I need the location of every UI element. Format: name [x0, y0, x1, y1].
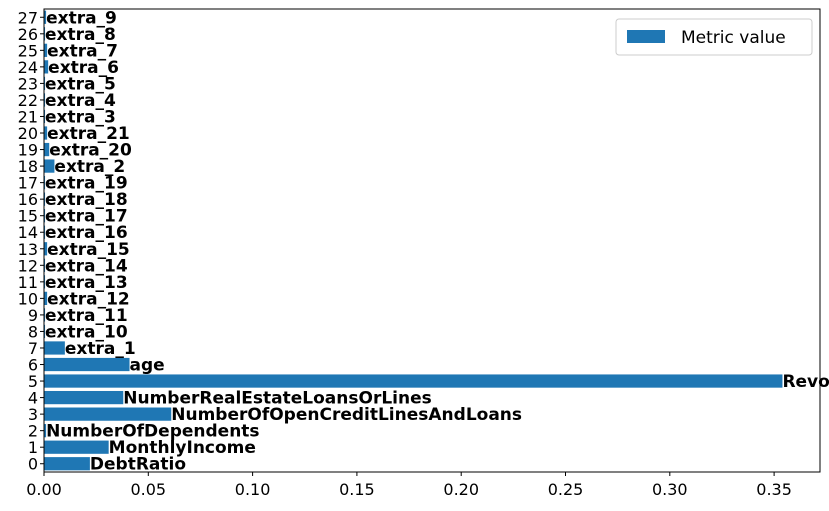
bar-label: extra_3	[45, 107, 116, 127]
y-tick-label: 24	[18, 58, 38, 77]
bar-label: extra_20	[49, 141, 132, 161]
bar-label: DebtRatio	[90, 455, 186, 475]
bar-extra-20	[44, 142, 50, 157]
bar-revolvingutilizationofunsecuredlines	[44, 374, 783, 388]
bar-label: NumberOfDependents	[46, 422, 259, 442]
bar-label: extra_9	[46, 8, 117, 28]
y-tick-label: 7	[28, 339, 38, 358]
bar-numberofdependents	[44, 424, 47, 438]
y-tick-label: 3	[28, 405, 38, 424]
y-tick-label: 1	[28, 438, 38, 457]
bar-extra-10	[44, 324, 46, 339]
bar-label: extra_15	[47, 240, 130, 260]
y-tick-label: 8	[28, 322, 38, 341]
bar-extra-8	[44, 27, 46, 41]
x-tick-label: 0.30	[652, 480, 688, 499]
bar-extra-2	[44, 159, 55, 173]
y-tick-label: 26	[18, 25, 38, 44]
bar-label: NumberRealEstateLoansOrLines	[123, 389, 431, 409]
bar-label: extra_13	[45, 273, 128, 293]
bar-extra-15	[44, 242, 48, 256]
bar-extra-11	[44, 308, 46, 322]
bar-label: extra_14	[45, 256, 128, 276]
bar-label: extra_1	[65, 339, 136, 359]
bar-monthlyincome	[44, 440, 109, 454]
bar-label: extra_8	[45, 25, 116, 45]
bar-extra-12	[44, 291, 48, 305]
x-tick-label: 0.35	[756, 480, 792, 499]
x-tick-label: 0.20	[443, 480, 479, 499]
y-tick-label: 25	[18, 41, 38, 60]
y-tick-label: 2	[28, 422, 38, 441]
bar-label: extra_11	[45, 306, 128, 326]
bar-label: extra_10	[45, 322, 128, 342]
y-tick-label: 18	[18, 157, 38, 176]
bar-age	[44, 357, 130, 372]
bar-label: extra_7	[47, 41, 118, 61]
bar-numberrealestateloansorlines	[44, 390, 124, 405]
y-tick-label: 17	[18, 174, 38, 193]
y-tick-label: 27	[18, 8, 38, 27]
bar-extra-18	[44, 192, 46, 206]
y-tick-label: 10	[18, 289, 38, 308]
y-tick-label: 22	[18, 91, 38, 110]
bar-label: age	[130, 356, 165, 376]
bar-extra-3	[44, 109, 46, 124]
y-tick-label: 0	[28, 455, 38, 474]
bar-extra-13	[44, 275, 46, 289]
bar-label: RevolvingUtilizationOfUnsecuredLines	[782, 372, 829, 392]
y-tick-label: 23	[18, 74, 38, 93]
bar-label: MonthlyIncome	[109, 438, 256, 458]
bar-label: extra_4	[45, 91, 116, 111]
legend-swatch	[627, 30, 665, 43]
bar-extra-21	[44, 126, 48, 140]
bar-label: extra_2	[54, 157, 125, 177]
y-tick-label: 20	[18, 124, 38, 143]
bar-extra-7	[44, 43, 48, 57]
y-tick-label: 11	[18, 273, 38, 292]
x-tick-label: 0.25	[548, 480, 584, 499]
y-tick-label: 9	[28, 306, 38, 325]
bar-label: extra_21	[47, 124, 130, 144]
y-tick-label: 12	[18, 256, 38, 275]
bar-label: extra_5	[45, 74, 116, 94]
plot-frame	[43, 8, 821, 473]
bar-label: NumberOfOpenCreditLinesAndLoans	[171, 405, 522, 425]
legend-box	[615, 18, 813, 56]
bar-extra-5	[44, 76, 46, 91]
bar-extra-16	[44, 225, 46, 239]
x-tick-label: 0.15	[339, 480, 375, 499]
bar-label: extra_18	[45, 190, 128, 210]
legend-label: Metric value	[681, 28, 786, 48]
bar-label: extra_12	[47, 289, 130, 309]
bar-extra-14	[44, 258, 46, 272]
bar-numberofopencreditlinesandloans	[44, 407, 172, 421]
y-tick-label: 14	[18, 223, 38, 242]
y-tick-label: 6	[28, 356, 38, 375]
bar-extra-9	[44, 10, 47, 24]
y-tick-label: 13	[18, 240, 38, 259]
y-tick-label: 5	[28, 372, 38, 391]
x-tick-label: 0.05	[130, 480, 166, 499]
bar-extra-6	[44, 60, 49, 74]
y-tick-label: 4	[28, 389, 38, 408]
y-tick-label: 16	[18, 190, 38, 209]
y-tick-label: 19	[18, 141, 38, 160]
bar-label: extra_17	[45, 207, 128, 227]
y-tick-label: 15	[18, 207, 38, 226]
bar-debtratio	[44, 457, 90, 471]
bar-extra-4	[44, 93, 46, 107]
x-tick-label: 0.00	[26, 480, 62, 499]
bar-label: extra_16	[45, 223, 128, 243]
bar-label: extra_19	[45, 174, 128, 194]
y-tick-label: 21	[18, 107, 38, 126]
bar-extra-1	[44, 341, 65, 355]
x-tick-label: 0.10	[235, 480, 271, 499]
bar-extra-19	[44, 176, 46, 190]
bar-extra-17	[44, 209, 46, 223]
bar-label: extra_6	[48, 58, 119, 78]
